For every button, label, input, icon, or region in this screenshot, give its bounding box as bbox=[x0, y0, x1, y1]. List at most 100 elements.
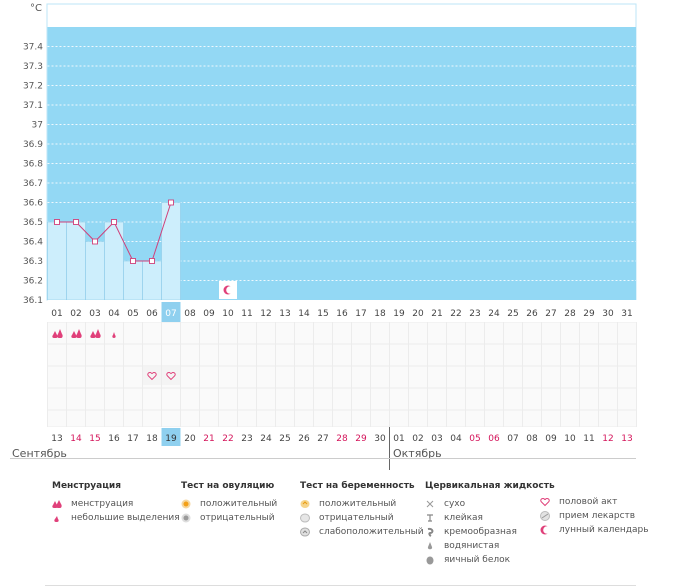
cycle-day-label: 06 bbox=[146, 309, 158, 319]
bottom-divider bbox=[45, 585, 636, 586]
pill-icon bbox=[540, 511, 550, 521]
cycle-day-label: 21 bbox=[431, 309, 442, 319]
current-day-highlight bbox=[161, 302, 181, 322]
legend-cervical: Цервикальная жидкость сухо клейкая кремо… bbox=[425, 481, 555, 567]
temperature-point bbox=[130, 258, 136, 264]
temperature-point bbox=[73, 219, 79, 225]
y-tick-label: 36.7 bbox=[23, 179, 43, 189]
y-tick-label: 36.4 bbox=[23, 238, 43, 248]
heart-cell bbox=[143, 367, 161, 385]
cycle-day-label: 28 bbox=[564, 309, 576, 319]
calendar-date-label: 04 bbox=[450, 434, 462, 444]
drop-icon bbox=[95, 329, 101, 338]
cycle-day-label: 15 bbox=[317, 309, 328, 319]
calendar-date-label: 02 bbox=[412, 434, 423, 444]
calendar-date-label: 05 bbox=[469, 434, 480, 444]
cycle-day-label: 26 bbox=[526, 309, 538, 319]
cycle-day-label: 29 bbox=[583, 309, 595, 319]
today-highlight bbox=[161, 428, 181, 446]
calendar-date-label: 20 bbox=[184, 434, 196, 444]
moon-icon bbox=[540, 525, 551, 535]
legend-label: положительный bbox=[200, 499, 278, 509]
legend-item: положительный bbox=[300, 497, 424, 511]
legend-item: сухо bbox=[425, 497, 555, 511]
calendar-date-label: 26 bbox=[298, 434, 310, 444]
cycle-day-label: 14 bbox=[298, 309, 310, 319]
legend-title: Цервикальная жидкость bbox=[425, 481, 555, 491]
legend-item: лунный календарь bbox=[540, 523, 649, 537]
cycle-day-label: 19 bbox=[393, 309, 405, 319]
heart-icon bbox=[540, 497, 550, 507]
legend-label: яичный белок bbox=[444, 555, 511, 565]
drop-double-icon bbox=[52, 499, 62, 509]
calendar-date-label: 10 bbox=[564, 434, 576, 444]
calendar-date-label: 06 bbox=[488, 434, 500, 444]
calendar-date-label: 03 bbox=[431, 434, 442, 444]
heart-icon bbox=[166, 372, 176, 381]
y-tick-label: 37.4 bbox=[23, 43, 43, 53]
calendar-date-label: 29 bbox=[355, 434, 367, 444]
cycle-day-label: 31 bbox=[621, 309, 632, 319]
cycle-day-label: 01 bbox=[51, 309, 62, 319]
cycle-day-label: 18 bbox=[374, 309, 386, 319]
month-divider bbox=[10, 458, 636, 459]
calendar-date-label: 09 bbox=[545, 434, 557, 444]
legend-title: Менструация bbox=[52, 481, 121, 491]
cycle-day-label: 10 bbox=[222, 309, 234, 319]
cycle-day-label: 23 bbox=[469, 309, 480, 319]
drop-icon bbox=[71, 331, 77, 338]
cycle-day-label: 04 bbox=[108, 309, 120, 319]
legend-item: клейкая bbox=[425, 511, 555, 525]
legend-label: водянистая bbox=[444, 541, 500, 551]
legend-menstruation: Менструация менструация небольшие выделе… bbox=[52, 481, 180, 525]
temperature-point bbox=[111, 219, 117, 225]
y-tick-label: 37.3 bbox=[23, 62, 43, 72]
calendar-date-label: 28 bbox=[336, 434, 348, 444]
cycle-day-label: 09 bbox=[203, 309, 215, 319]
cycle-day-label: 11 bbox=[241, 309, 252, 319]
temperature-bar bbox=[142, 260, 162, 301]
y-tick-label: 37 bbox=[32, 121, 43, 131]
calendar-date-label: 27 bbox=[317, 434, 328, 444]
legend-label: лунный календарь bbox=[559, 525, 649, 535]
temperature-point bbox=[92, 238, 98, 245]
cycle-day-label: 30 bbox=[602, 309, 614, 319]
legend-label: положительный bbox=[319, 499, 397, 509]
calendar-date-label: 13 bbox=[621, 434, 632, 444]
legend-item: слабоположительный bbox=[300, 525, 424, 539]
cycle-day-label: 08 bbox=[184, 309, 196, 319]
y-tick-label: 37.1 bbox=[23, 101, 43, 111]
y-tick-label: 36.1 bbox=[23, 296, 43, 306]
legend-label: небольшие выделения bbox=[71, 513, 180, 523]
calendar-date-label: 08 bbox=[526, 434, 538, 444]
cycle-day-label: 07 bbox=[165, 309, 176, 319]
heart-cell bbox=[162, 367, 180, 385]
legend-label: слабоположительный bbox=[319, 527, 424, 537]
drop-icon bbox=[76, 329, 82, 338]
temperature-bar bbox=[66, 221, 86, 301]
cycle-day-label: 03 bbox=[89, 309, 100, 319]
legend-other: половой акт прием лекарств лунный календ… bbox=[540, 495, 649, 537]
heart-icon bbox=[147, 372, 157, 381]
legend-item: отрицательный bbox=[181, 511, 277, 525]
cycle-day-label: 20 bbox=[412, 309, 424, 319]
cycle-day-label: 12 bbox=[260, 309, 271, 319]
plot-background bbox=[47, 27, 636, 300]
legend-label: отрицательный bbox=[319, 513, 394, 523]
legend-item: положительный bbox=[181, 497, 277, 511]
legend-item: отрицательный bbox=[300, 511, 424, 525]
cycle-day-label: 22 bbox=[450, 309, 461, 319]
y-tick-label: 36.2 bbox=[23, 277, 43, 287]
cycle-day-label: 27 bbox=[545, 309, 556, 319]
cycle-day-label: 13 bbox=[279, 309, 290, 319]
unit-label: °C bbox=[30, 3, 42, 14]
calendar-date-label: 24 bbox=[260, 434, 272, 444]
month-october: Октябрь bbox=[393, 447, 442, 460]
legend-item: небольшие выделения bbox=[52, 511, 180, 525]
calendar-date-label: 25 bbox=[279, 434, 290, 444]
cycle-day-label: 24 bbox=[488, 309, 500, 319]
drop-small-icon bbox=[112, 332, 116, 338]
legend-title: Тест на овуляцию bbox=[181, 481, 275, 491]
legend-item: водянистая bbox=[425, 539, 555, 553]
calendar-date-label: 23 bbox=[241, 434, 252, 444]
